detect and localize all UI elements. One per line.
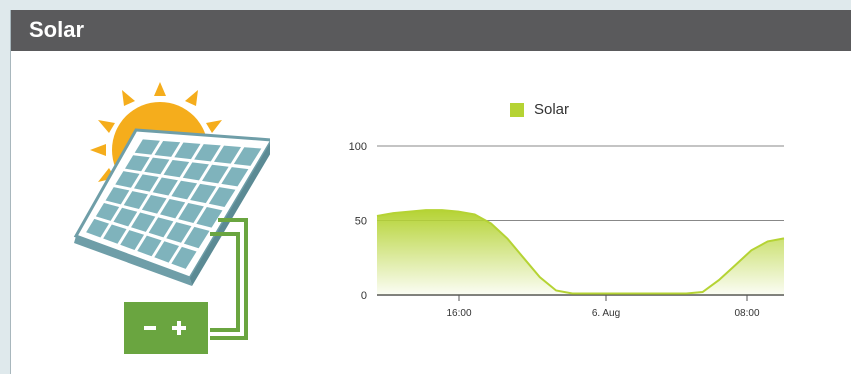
solar-cell <box>160 199 186 219</box>
solar-cell <box>171 180 198 200</box>
solar-cell <box>148 217 174 238</box>
x-tick-label: 08:00 <box>734 308 759 319</box>
solar-cell <box>208 187 236 208</box>
solar-area-fill <box>377 210 784 295</box>
solar-cell <box>178 203 204 223</box>
solar-cell <box>174 142 201 160</box>
battery-icon <box>124 302 208 354</box>
solar-cell <box>166 222 192 243</box>
solar-cell <box>233 147 262 166</box>
solar-cell <box>120 230 145 251</box>
solar-panel-icon <box>73 128 270 286</box>
solar-area-chart: 0 50 100 16:00 6. Aug 08:00 <box>349 141 785 319</box>
wire-icon <box>210 218 248 340</box>
solar-cell <box>194 144 221 162</box>
solar-cell <box>196 206 223 228</box>
legend-swatch-solar[interactable] <box>510 103 524 117</box>
solar-cell <box>134 139 160 155</box>
y-tick-label: 50 <box>355 216 367 228</box>
solar-cell <box>183 226 210 249</box>
x-tick-label: 6. Aug <box>592 308 620 319</box>
card-header: Solar <box>11 10 851 51</box>
legend-label-solar[interactable]: Solar <box>534 101 570 118</box>
solar-cell <box>171 246 197 269</box>
solar-cell <box>182 162 209 181</box>
solar-illustration <box>73 82 270 354</box>
solar-cell <box>123 191 148 210</box>
solar-cell <box>213 145 242 164</box>
solar-cell <box>131 212 156 232</box>
card-title: Solar <box>29 17 85 42</box>
solar-line <box>376 209 785 295</box>
y-tick-label: 100 <box>349 141 367 153</box>
solar-cell <box>221 167 249 187</box>
solar-cell <box>124 155 150 172</box>
solar-cell <box>202 164 229 184</box>
solar-cell <box>133 174 159 192</box>
solar-cell <box>144 157 170 175</box>
y-tick-label: 0 <box>361 290 367 302</box>
x-tick-label: 16:00 <box>446 308 471 319</box>
solar-cell <box>154 241 180 263</box>
solar-cell <box>113 207 138 227</box>
solar-cell <box>190 183 217 204</box>
solar-cell <box>105 187 130 205</box>
solar-cell <box>152 177 178 196</box>
solar-cell <box>115 171 140 188</box>
solar-cell <box>154 140 181 157</box>
solar-cell <box>141 195 167 214</box>
solar-cell <box>95 202 120 221</box>
solar-cell <box>86 218 110 238</box>
solar-cell <box>163 160 190 178</box>
solar-cell <box>103 224 127 244</box>
solar-cell <box>137 235 162 257</box>
